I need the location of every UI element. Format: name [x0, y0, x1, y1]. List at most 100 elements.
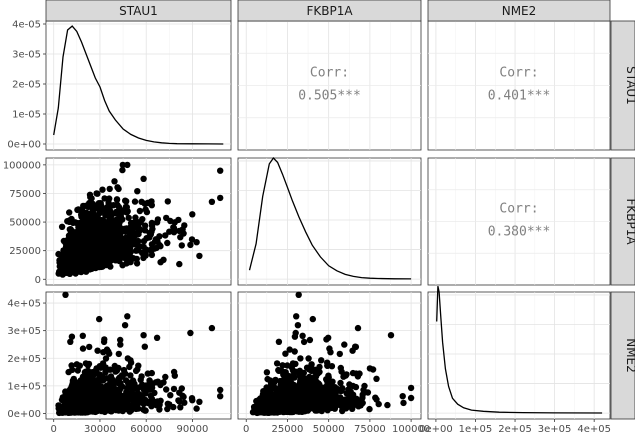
data-point [61, 263, 68, 270]
data-point [114, 184, 121, 191]
panel-fkbp1a-nme2 [427, 157, 611, 286]
data-point [88, 195, 95, 202]
data-point [143, 398, 150, 406]
data-point [112, 386, 119, 393]
data-point [103, 230, 110, 237]
data-point [164, 239, 171, 247]
data-point [148, 219, 156, 227]
data-point [66, 209, 73, 216]
data-point [102, 369, 109, 376]
data-point [175, 216, 182, 224]
data-point [305, 355, 312, 362]
panel-border [45, 20, 232, 151]
data-point [208, 198, 216, 205]
data-point [68, 396, 76, 403]
data-point [127, 359, 135, 366]
data-point [129, 377, 137, 384]
data-point [373, 375, 380, 382]
data-point [70, 240, 77, 247]
data-point [112, 244, 119, 251]
data-point [61, 406, 68, 413]
data-point [95, 399, 102, 407]
data-point [96, 315, 103, 323]
data-point [160, 256, 167, 263]
data-point [81, 369, 89, 376]
data-point [193, 239, 200, 246]
data-point [90, 213, 98, 220]
data-point [208, 324, 216, 332]
panel-stau1-stau1 [45, 20, 232, 151]
data-point [107, 218, 114, 226]
data-point [74, 367, 82, 374]
data-point [70, 390, 77, 397]
data-point [58, 396, 66, 404]
data-point [144, 199, 151, 207]
data-point [82, 213, 89, 221]
data-point [107, 253, 114, 260]
data-point [67, 263, 74, 271]
data-point [88, 220, 95, 227]
data-point [113, 196, 121, 204]
data-point [151, 389, 158, 397]
data-point [116, 237, 123, 245]
data-point [66, 226, 74, 233]
data-point [79, 332, 87, 339]
data-point [77, 231, 84, 238]
data-point [217, 393, 224, 400]
data-point [89, 200, 97, 208]
data-point [217, 386, 224, 394]
grid [46, 21, 231, 150]
data-point [114, 201, 121, 209]
data-point [124, 313, 131, 320]
data-point [123, 241, 131, 248]
data-point [170, 368, 178, 376]
data-point [140, 406, 147, 413]
data-point [123, 198, 130, 205]
data-point [178, 242, 185, 249]
data-point [170, 385, 178, 393]
data-point [132, 214, 139, 221]
data-point [140, 254, 147, 262]
data-point [106, 185, 113, 193]
data-point [176, 227, 183, 235]
data-point [170, 403, 177, 411]
data-point [164, 198, 171, 205]
data-point [58, 223, 66, 230]
panel-stau1-nme2 [427, 20, 611, 151]
data-point [187, 241, 194, 249]
data-point [79, 345, 87, 352]
data-point [139, 216, 146, 223]
data-point [123, 404, 130, 412]
data-point [103, 391, 110, 398]
data-point [193, 405, 200, 412]
data-point [94, 250, 101, 258]
data-point [128, 227, 136, 234]
data-point [153, 334, 161, 341]
data-point [135, 392, 143, 399]
density-line-stau1 [53, 25, 224, 145]
data-point [141, 343, 148, 350]
data-point [138, 373, 145, 380]
data-point [309, 315, 316, 323]
data-point [151, 245, 158, 252]
data-point [87, 383, 94, 390]
data-point [75, 408, 82, 415]
data-point [144, 370, 151, 377]
data-point [119, 161, 127, 169]
data-point [148, 251, 156, 259]
data-point [167, 392, 174, 399]
data-point [111, 362, 119, 370]
data-point [68, 255, 75, 262]
data-point [129, 221, 137, 228]
data-point [125, 384, 132, 391]
panels-layer: Corr:0.505***Corr:0.401***Corr:0.380*** [45, 20, 611, 420]
data-point [176, 398, 183, 405]
data-point [111, 178, 118, 185]
data-point [124, 161, 131, 169]
data-point [112, 209, 119, 217]
data-point [189, 397, 196, 404]
data-point [68, 231, 76, 238]
data-point [92, 377, 100, 385]
data-point [163, 214, 170, 222]
data-point [217, 194, 224, 202]
